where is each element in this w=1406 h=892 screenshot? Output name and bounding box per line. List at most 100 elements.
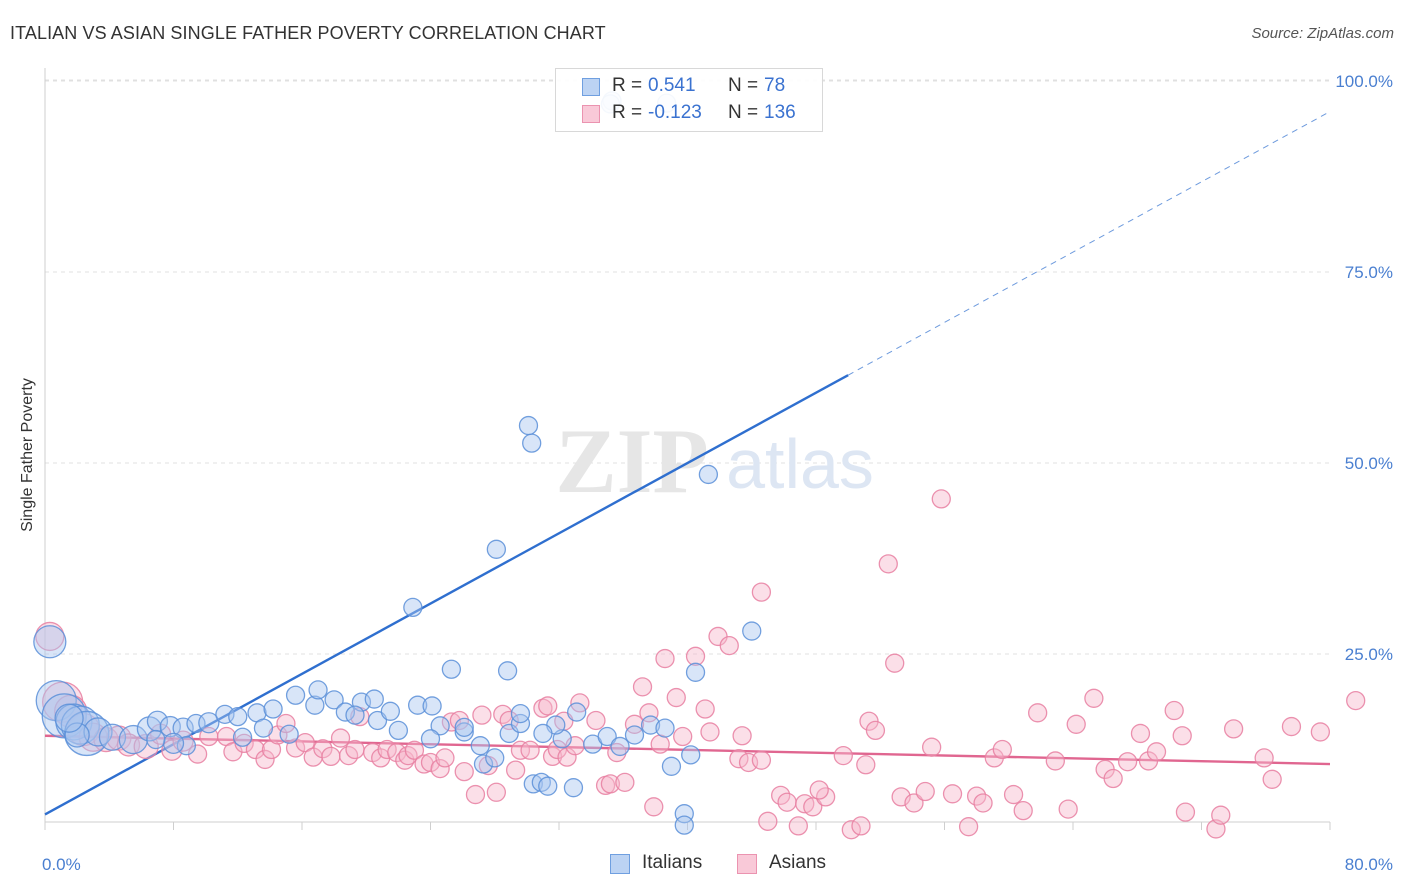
italians-point	[441, 659, 462, 679]
italians-swatch	[582, 78, 600, 96]
asians-point	[1211, 805, 1231, 825]
asians-point	[505, 760, 526, 780]
asians-point	[1175, 802, 1196, 822]
asians-point	[915, 781, 935, 802]
n-value: 136	[764, 102, 796, 123]
x-tick-label: 0.0%	[42, 855, 81, 874]
italians-point	[533, 723, 553, 744]
asians-point	[922, 737, 942, 757]
italians-point	[510, 703, 531, 724]
italians-point	[228, 706, 248, 727]
asians-point	[833, 745, 853, 766]
asians-point	[851, 816, 871, 836]
asians-point	[1045, 751, 1065, 771]
italians-point	[324, 690, 344, 710]
asians-point	[245, 739, 266, 760]
italians-point	[198, 712, 220, 734]
watermark-zip: ZIP	[555, 410, 708, 512]
asians-point	[615, 772, 635, 793]
italians-point	[610, 736, 630, 757]
italians-point	[388, 720, 409, 741]
asians-point	[295, 732, 315, 753]
n-label: N =	[728, 75, 759, 96]
asians-point	[465, 784, 486, 805]
asians-point	[624, 714, 645, 734]
asians-point	[719, 635, 739, 656]
asians-point	[586, 710, 606, 731]
italians-point	[661, 756, 682, 776]
r-label: R =	[612, 75, 643, 96]
watermark-atlas: atlas	[726, 425, 874, 503]
italians-point	[510, 713, 531, 734]
italians-point	[422, 696, 442, 716]
italians-point	[655, 718, 675, 738]
y-tick-label: 75.0%	[1345, 263, 1393, 282]
asians-swatch	[582, 105, 600, 123]
italians-point	[98, 723, 127, 751]
italians-point	[285, 685, 306, 705]
italians-point	[674, 815, 694, 835]
asians-point	[856, 755, 876, 775]
asians-point	[1013, 800, 1033, 821]
y-tick-label: 25.0%	[1345, 645, 1393, 664]
asians-point	[404, 740, 425, 760]
asians-point	[958, 817, 979, 837]
italians-point	[698, 464, 719, 485]
asians-trend-line	[44, 734, 1331, 766]
r-value: -0.123	[648, 102, 702, 123]
asians-point	[313, 739, 333, 759]
asians-point	[644, 797, 664, 817]
asians-point	[973, 793, 993, 813]
watermark: ZIP atlas	[555, 410, 874, 512]
asians-point	[788, 816, 808, 836]
italians-legend-swatch	[610, 854, 630, 874]
italians-point	[430, 716, 450, 736]
asians-point	[1003, 784, 1024, 805]
italians-point	[681, 745, 701, 765]
italians-point	[624, 725, 645, 745]
asians-point	[1117, 752, 1138, 772]
asians-point	[1146, 742, 1167, 762]
italians-point	[232, 727, 253, 747]
italians-point	[563, 778, 584, 798]
italians-point	[64, 722, 90, 748]
italians-point	[497, 661, 518, 681]
asians-point	[1084, 688, 1104, 708]
italians-point	[522, 433, 542, 453]
italians-point	[162, 732, 185, 755]
legend-label-italians: Italians	[642, 852, 703, 873]
asians-point	[1028, 703, 1048, 723]
italians-point	[33, 625, 67, 659]
asians-point	[751, 582, 772, 602]
italians-point	[473, 754, 494, 774]
grid-lines	[45, 79, 1330, 655]
asians-point	[600, 774, 621, 794]
asians-point	[942, 784, 963, 804]
italians-point	[420, 729, 441, 749]
y-tick-label: 50.0%	[1345, 454, 1393, 473]
asians-point	[777, 792, 797, 812]
asians-point	[878, 554, 898, 574]
italians-point	[407, 695, 428, 715]
r-label: R =	[612, 102, 643, 123]
italians-point	[308, 680, 328, 700]
asians-point	[904, 793, 924, 813]
asians-point	[276, 713, 296, 734]
asians-point	[435, 748, 455, 768]
asians-point	[992, 739, 1012, 760]
italians-point	[136, 716, 163, 742]
asians-point	[695, 699, 715, 719]
italians-point	[518, 415, 539, 436]
italians-point	[403, 597, 423, 618]
asians-point	[885, 653, 905, 673]
asians-point	[1254, 748, 1274, 768]
italians-point	[685, 662, 706, 682]
italians-point	[345, 705, 365, 725]
asians-point	[330, 728, 351, 748]
italians-point	[523, 774, 543, 794]
asians-point	[454, 762, 474, 782]
italians-point	[597, 726, 617, 747]
r-value: 0.541	[648, 75, 696, 96]
italians-point	[172, 717, 194, 739]
italians-point	[253, 718, 274, 738]
